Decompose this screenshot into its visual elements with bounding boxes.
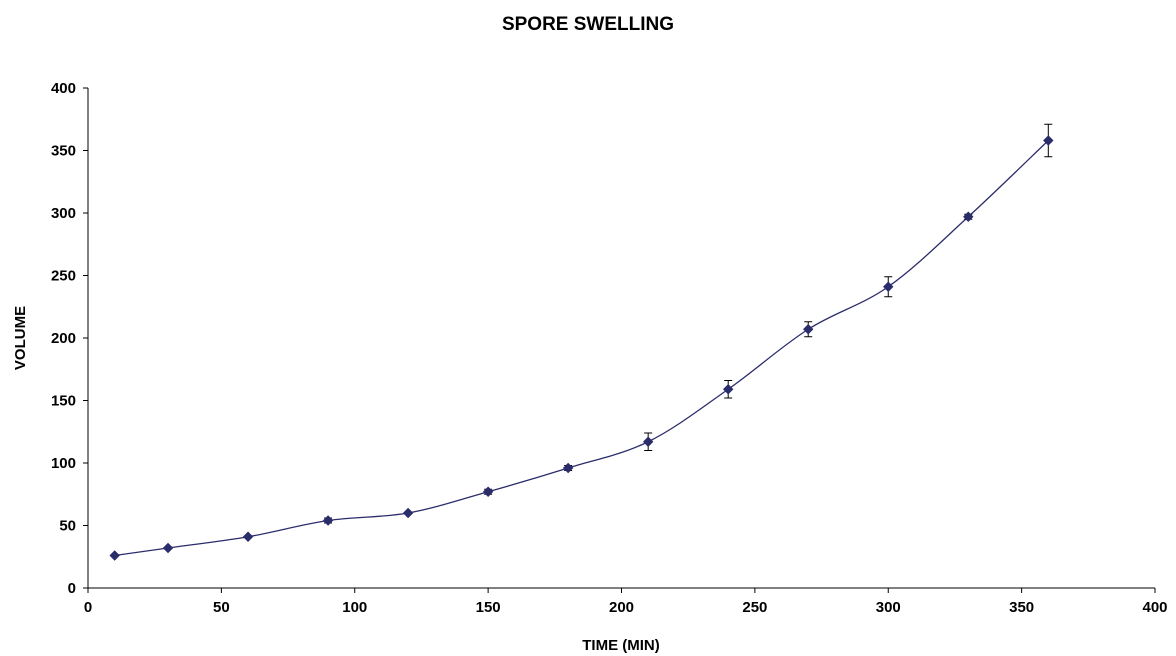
y-tick-label: 150 <box>51 393 76 410</box>
data-point <box>963 211 974 222</box>
x-tick-label: 250 <box>742 599 767 616</box>
x-tick-label: 150 <box>476 599 501 616</box>
x-tick-label: 350 <box>1009 599 1034 616</box>
y-tick-label: 100 <box>51 455 76 472</box>
x-tick-label: 0 <box>84 599 92 616</box>
x-tick-label: 400 <box>1142 599 1167 616</box>
data-point <box>242 531 254 542</box>
y-axis-title: VOLUME <box>12 306 29 370</box>
data-point <box>162 542 174 554</box>
data-point <box>722 384 734 395</box>
data-point <box>642 436 654 447</box>
y-tick-label: 0 <box>68 580 76 597</box>
series-line <box>114 140 1049 557</box>
x-tick-label: 300 <box>876 599 901 616</box>
y-tick-label: 400 <box>51 80 76 97</box>
y-tick-label: 250 <box>51 268 76 285</box>
data-point <box>402 507 414 519</box>
x-axis-title: TIME (MIN) <box>582 637 659 654</box>
data-point <box>562 462 574 474</box>
data-point <box>1043 135 1054 146</box>
data-point <box>883 281 894 292</box>
y-tick-label: 350 <box>51 143 76 160</box>
y-tick-label: 200 <box>51 330 76 347</box>
x-tick-label: 200 <box>609 599 634 616</box>
y-tick-label: 50 <box>59 518 76 535</box>
data-point <box>482 486 494 497</box>
series <box>109 123 1054 561</box>
data-point <box>109 550 120 561</box>
data-point <box>322 515 334 526</box>
y-tick-label: 300 <box>51 205 76 222</box>
ticks: 0 50 100 150 200 250 300 350 400 0 50 100 150 200 250 3… <box>51 80 1168 616</box>
axes <box>87 88 1155 589</box>
x-tick-label: 50 <box>213 599 230 616</box>
data-point <box>803 324 814 335</box>
x-tick-label: 100 <box>342 599 367 616</box>
chart-title: SPORE SWELLING <box>501 14 675 35</box>
